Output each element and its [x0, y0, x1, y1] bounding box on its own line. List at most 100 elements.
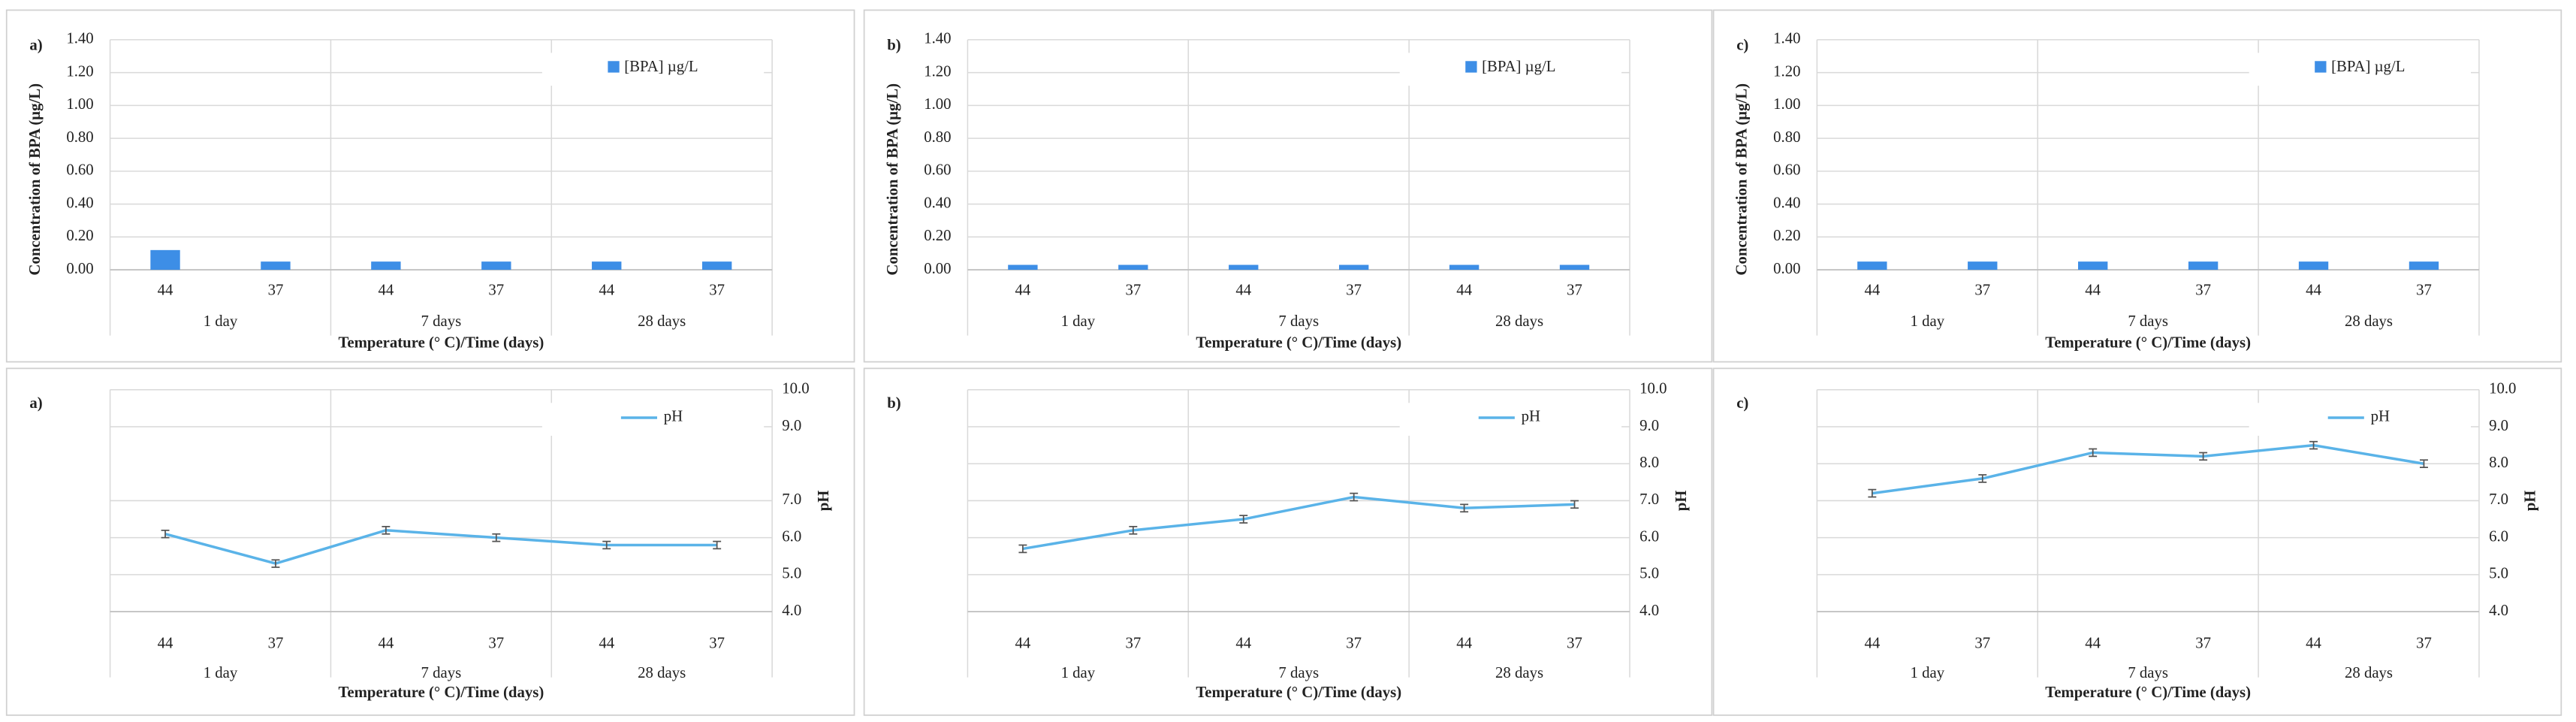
- x-tick-label: 37: [1974, 635, 1990, 652]
- x-tick-label: 44: [599, 635, 614, 652]
- y-tick-label: 0.80: [924, 128, 951, 146]
- x-tick-label: 37: [488, 635, 504, 652]
- x-tick-label: 44: [1235, 281, 1251, 298]
- group-label: 28 days: [2345, 664, 2393, 681]
- x-tick-label: 37: [1125, 281, 1141, 298]
- pH-line: [164, 529, 717, 565]
- legend-label: pH: [1522, 408, 1540, 425]
- y-tick-label: 0.00: [924, 260, 951, 277]
- y-tick-label: 10.0: [2489, 380, 2516, 397]
- y-axis-title: pH: [1673, 491, 1690, 512]
- x-tick-label: 37: [268, 281, 284, 298]
- bar: [371, 261, 401, 270]
- y-tick-label: 5.0: [1639, 565, 1659, 582]
- error-bar: [2199, 452, 2208, 461]
- y-tick-label: 1.40: [66, 30, 93, 47]
- y-tick-label: 4.0: [1639, 602, 1659, 619]
- x-tick-label: 44: [378, 635, 394, 652]
- y-tick-label: 7.0: [1639, 491, 1659, 508]
- x-tick-label: 37: [1567, 635, 1582, 652]
- legend-box: [2249, 53, 2471, 86]
- panel-label: a): [29, 394, 42, 412]
- group-label: 28 days: [2345, 313, 2393, 330]
- y-tick-label: 6.0: [2489, 527, 2508, 545]
- panel-label: b): [887, 394, 900, 412]
- panel-label: c): [1736, 36, 1748, 53]
- y-tick-label: 0.00: [1773, 260, 1800, 277]
- y-tick-label: 9.0: [1639, 417, 1659, 434]
- bar: [1118, 264, 1148, 270]
- x-tick-label: 44: [1456, 635, 1472, 652]
- error-bar: [161, 529, 170, 539]
- legend-swatch: [2315, 61, 2327, 73]
- bar: [1449, 264, 1480, 270]
- bar: [2188, 261, 2219, 270]
- group-label: 7 days: [1278, 313, 1319, 330]
- x-tick-label: 44: [2306, 635, 2321, 652]
- x-tick-label: 37: [488, 281, 504, 298]
- group-label: 28 days: [1495, 664, 1543, 681]
- x-tick-label: 37: [2416, 635, 2432, 652]
- bar: [1559, 264, 1590, 270]
- legend-box: [541, 53, 765, 86]
- error-bar: [1868, 488, 1877, 498]
- group-label: 28 days: [638, 664, 686, 681]
- group-label: 7 days: [421, 313, 462, 330]
- y-tick-label: 0.40: [66, 194, 93, 211]
- x-axis-title: Temperature (° C)/Time (days): [338, 684, 544, 701]
- x-axis-title: Temperature (° C)/Time (days): [2045, 684, 2251, 701]
- y-tick-label: 0.80: [1773, 128, 1800, 146]
- x-axis-title: Temperature (° C)/Time (days): [338, 334, 544, 351]
- legend-box: [541, 403, 765, 437]
- error-bar: [1570, 500, 1579, 509]
- x-tick-label: 37: [2195, 635, 2211, 652]
- group-label: 1 day: [1911, 664, 1945, 681]
- y-axis-title: Concentration of BPA (µg/L): [26, 83, 44, 276]
- bar: [261, 261, 291, 270]
- bar: [2409, 261, 2439, 270]
- x-tick-label: 37: [1346, 635, 1362, 652]
- group-label: 1 day: [1061, 313, 1096, 330]
- group-label: 1 day: [204, 664, 238, 681]
- y-tick-label: 8.0: [2489, 454, 2508, 471]
- error-bar: [713, 540, 722, 550]
- error-bar: [382, 526, 391, 535]
- y-tick-label: 1.00: [66, 95, 93, 113]
- legend-label: [BPA] µg/L: [2331, 58, 2405, 75]
- x-tick-label: 44: [1864, 635, 1880, 652]
- bar: [1008, 264, 1038, 270]
- error-bar: [271, 559, 280, 568]
- y-tick-label: 0.60: [66, 162, 93, 179]
- y-tick-label: 4.0: [2489, 602, 2508, 619]
- y-tick-label: 0.20: [1773, 227, 1800, 244]
- group-label: 7 days: [421, 664, 462, 681]
- y-tick-label: 0.40: [924, 194, 951, 211]
- x-tick-label: 44: [2085, 635, 2101, 652]
- panel-label: a): [29, 36, 42, 53]
- error-bar: [2089, 448, 2098, 458]
- x-tick-label: 44: [1235, 635, 1251, 652]
- y-axis-title: Concentration of BPA (µg/L): [1733, 83, 1751, 276]
- legend-label: pH: [664, 408, 683, 425]
- error-bar: [1978, 474, 1987, 483]
- x-tick-label: 37: [1567, 281, 1582, 298]
- error-bar: [2309, 440, 2318, 450]
- bar: [1338, 264, 1369, 270]
- y-tick-label: 8.0: [1639, 454, 1659, 471]
- x-tick-label: 37: [268, 635, 284, 652]
- group-label: 28 days: [1495, 313, 1543, 330]
- legend-box: [2249, 403, 2471, 437]
- y-tick-label: 1.40: [924, 30, 951, 47]
- legend-label: [BPA] µg/L: [1482, 58, 1555, 75]
- y-tick-label: 9.0: [2489, 417, 2508, 434]
- legend-box: [1399, 403, 1622, 437]
- bar: [481, 261, 511, 270]
- x-tick-label: 44: [2306, 281, 2321, 298]
- y-tick-label: 9.0: [782, 417, 801, 434]
- y-tick-label: 1.00: [924, 95, 951, 113]
- y-tick-label: 0.00: [66, 260, 93, 277]
- y-tick-label: 1.20: [1773, 62, 1800, 80]
- y-axis-title: pH: [815, 491, 832, 512]
- panel-label: c): [1736, 394, 1748, 412]
